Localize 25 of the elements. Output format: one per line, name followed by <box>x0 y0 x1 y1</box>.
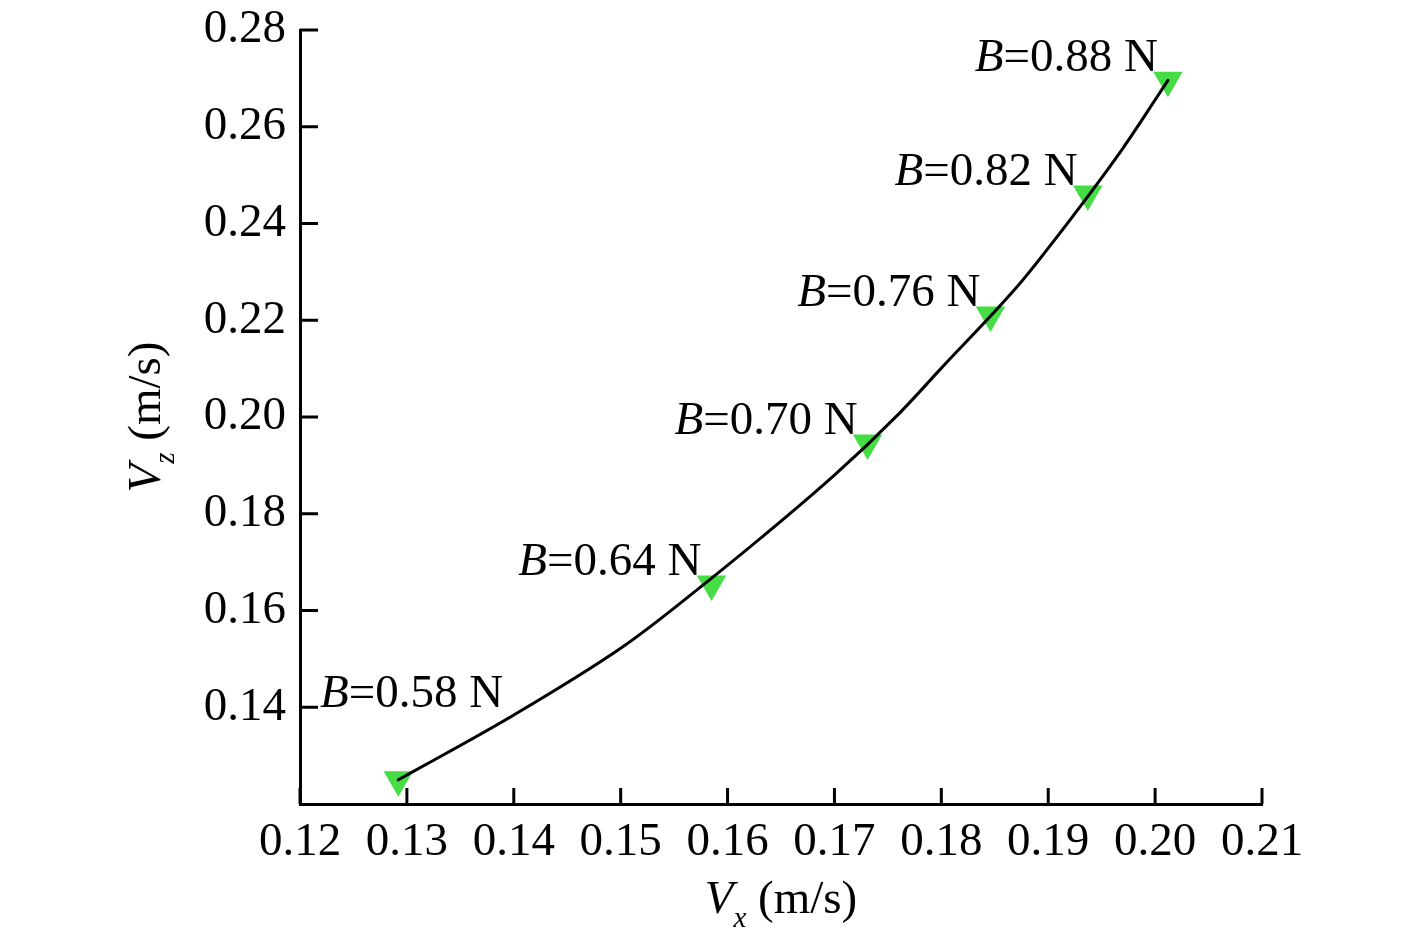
annotation: B=0.82 N <box>894 142 1078 195</box>
annotation: B=0.88 N <box>974 29 1158 82</box>
y-tick-label: 0.14 <box>203 677 286 730</box>
annotation: B=0.58 N <box>320 664 504 717</box>
x-tick-label: 0.15 <box>579 812 662 865</box>
y-axis-title: Vz (m/s) <box>118 341 181 493</box>
x-tick-label: 0.13 <box>365 812 449 865</box>
y-tick-label: 0.24 <box>203 193 286 246</box>
x-tick-label: 0.16 <box>686 812 769 865</box>
x-tick-label: 0.17 <box>793 812 876 865</box>
y-tick-label: 0.28 <box>203 0 286 53</box>
x-tick-label: 0.14 <box>472 812 555 865</box>
x-tick-label: 0.19 <box>1007 812 1090 865</box>
y-tick-label: 0.16 <box>203 580 286 633</box>
x-tick-label: 0.18 <box>900 812 983 865</box>
x-tick-label: 0.20 <box>1113 812 1197 865</box>
x-tick-label: 0.12 <box>258 812 342 865</box>
annotation: B=0.64 N <box>518 532 702 585</box>
annotation: B=0.76 N <box>797 263 981 316</box>
y-tick-label: 0.20 <box>203 387 286 440</box>
y-tick-label: 0.22 <box>203 290 286 343</box>
y-tick-label: 0.18 <box>203 484 286 537</box>
y-tick-label: 0.26 <box>203 97 286 150</box>
annotation: B=0.70 N <box>674 392 858 445</box>
x-tick-label: 0.21 <box>1220 812 1304 865</box>
